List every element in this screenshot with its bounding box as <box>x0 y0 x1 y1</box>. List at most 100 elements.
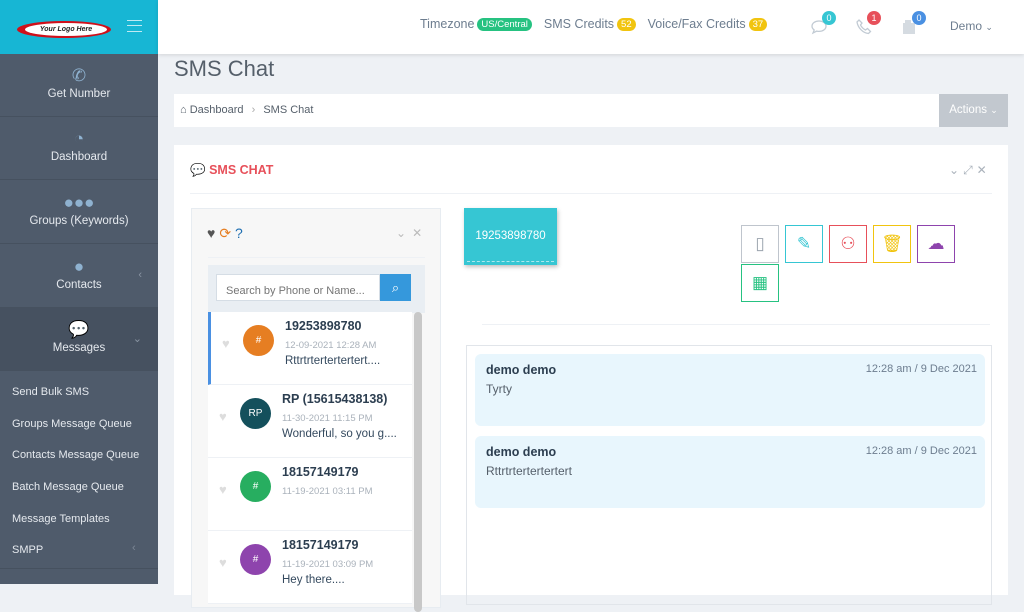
conversation-preview: Wonderful, so you g.... <box>282 428 397 440</box>
actions-label: Actions <box>949 104 987 116</box>
close-icon[interactable]: ✕ <box>412 226 429 240</box>
conversation-preview: Hey there.... <box>282 574 345 586</box>
heart-icon[interactable]: ♥ <box>219 409 227 424</box>
submenu-groups-message-queue[interactable]: Groups Message Queue <box>12 418 132 430</box>
contact-book-button[interactable]: ▯ <box>741 225 779 263</box>
user-icon: ● <box>73 257 85 276</box>
message-text: Tyrty <box>486 382 512 396</box>
search-bar: ⌕ <box>208 265 425 313</box>
chevron-down-icon: ⌄ <box>985 22 993 32</box>
conversation-item[interactable]: ♥ #18157149179 11-19-2021 03:11 PM <box>208 458 412 531</box>
sms-credits: SMS Credits 52 <box>544 17 636 31</box>
scrollbar[interactable] <box>414 312 422 612</box>
sidebar-item-groups[interactable]: ●●● Groups (Keywords) <box>0 181 158 244</box>
collapse-icon[interactable]: ⌄ <box>396 226 413 240</box>
heart-icon[interactable]: ♥ <box>222 336 230 351</box>
submenu-smpp[interactable]: SMPP <box>12 544 44 556</box>
conversation-item[interactable]: ♥ RP RP (15615438138) 11-30-2021 11:15 PM Wo… <box>208 385 412 458</box>
heart-icon[interactable]: ♥ <box>219 482 227 497</box>
sidebar-item-messages[interactable]: 💬 Messages ⌄ <box>0 308 158 371</box>
calendar-icon: ▦ <box>751 273 769 292</box>
remove-contact-button[interactable]: ⚇ <box>829 225 867 263</box>
page-title: SMS Chat <box>174 56 275 81</box>
help-icon[interactable]: ? <box>235 225 247 241</box>
conversation-name: 18157149179 <box>282 465 359 479</box>
menu-toggle-icon[interactable] <box>127 20 142 32</box>
delete-button[interactable]: 🗑︎ <box>873 225 911 263</box>
schedule-button[interactable]: ▦ <box>741 264 779 302</box>
sidebar-item-label: Get Number <box>47 88 111 100</box>
sidebar-item-get-number[interactable]: ✆ Get Number <box>0 54 158 117</box>
search-button[interactable]: ⌕ <box>380 274 411 301</box>
voice-credits-label: Voice/Fax Credits <box>647 17 746 31</box>
logo-area: Your Logo Here <box>0 0 158 54</box>
edit-button[interactable]: ✎ <box>785 225 823 263</box>
avatar: # <box>240 544 271 575</box>
divider <box>190 193 992 194</box>
phone-icon: ✆ <box>71 66 87 85</box>
conversation-date: 12-09-2021 12:28 AM <box>285 340 377 351</box>
phone-icon <box>856 19 872 35</box>
panel-tools: ♥⟳? <box>207 225 247 242</box>
sidebar-item-label: Dashboard <box>50 151 108 163</box>
messages-count: 0 <box>822 11 836 25</box>
panel-controls: ⌄✕ <box>396 226 428 240</box>
actions-button[interactable]: Actions ⌄ <box>939 94 1008 127</box>
active-phone-tag: 19253898780 <box>464 208 557 265</box>
sidebar-item-contacts[interactable]: ● Contacts ‹ <box>0 245 158 308</box>
timezone-badge[interactable]: US/Central <box>477 18 532 31</box>
message-time: 12:28 am / 9 Dec 2021 <box>865 445 977 457</box>
conversation-item[interactable]: ♥ #19253898780 12-09-2021 12:28 AM Rttrtrte… <box>208 312 412 385</box>
submenu-contacts-message-queue[interactable]: Contacts Message Queue <box>12 449 140 461</box>
heart-icon[interactable]: ♥ <box>219 555 227 570</box>
conversation-name: 18157149179 <box>282 538 359 552</box>
message-thread: demo demo 12:28 am / 9 Dec 2021 Tyrty demo… <box>466 345 992 605</box>
logo[interactable]: Your Logo Here <box>17 21 111 38</box>
collapse-icon[interactable]: ⌄ <box>949 163 964 177</box>
avatar: RP <box>240 398 271 429</box>
breadcrumb: ⌂ Dashboard › SMS Chat <box>174 94 1008 127</box>
calls-notification[interactable]: 1 <box>855 11 885 40</box>
conversation-name: 19253898780 <box>285 319 362 333</box>
sms-credits-badge: 52 <box>617 18 636 31</box>
conversation-item[interactable]: ♥ #18157149179 11-19-2021 03:09 PM Hey ther… <box>208 531 412 604</box>
voice-credits-badge: 37 <box>748 18 768 31</box>
conversation-name: RP (15615438138) <box>282 392 388 406</box>
submenu-send-bulk-sms[interactable]: Send Bulk SMS <box>12 386 90 398</box>
timezone: Timezone US/Central <box>420 17 532 31</box>
portlet-title-text: SMS CHAT <box>209 163 274 177</box>
heart-icon[interactable]: ♥ <box>207 225 220 241</box>
portlet-tools: ⌄⤢✕ <box>949 163 991 178</box>
edit-icon: ✎ <box>796 234 812 253</box>
fax-notification[interactable]: 0 <box>900 11 930 40</box>
chevron-left-icon: ‹ <box>138 269 142 281</box>
calls-count: 1 <box>867 11 881 25</box>
message-bubble: demo demo 12:28 am / 9 Dec 2021 Rttrtrtert… <box>475 436 985 508</box>
sidebar: Your Logo Here ✆ Get Number ◔ Dashboard ●●… <box>0 0 158 584</box>
user-menu[interactable]: Demo ⌄ <box>950 19 993 33</box>
divider <box>208 257 425 258</box>
chevron-down-icon: ⌄ <box>132 333 142 345</box>
fullscreen-icon[interactable]: ⤢ <box>963 163 977 177</box>
search-input[interactable] <box>216 274 380 301</box>
voice-credits: Voice/Fax Credits 37 <box>648 17 768 31</box>
notebook-icon: ▯ <box>755 234 765 253</box>
timezone-label: Timezone <box>420 17 475 31</box>
sms-chat-portlet: 💬 SMS CHAT ⌄⤢✕ ♥⟳? ⌄✕ ⌕ ♥#1925389878012-… <box>174 145 1008 612</box>
trash-icon: 🗑︎ <box>881 234 903 253</box>
message-bubble: demo demo 12:28 am / 9 Dec 2021 Tyrty <box>475 354 985 426</box>
submenu-message-templates[interactable]: Message Templates <box>12 513 110 525</box>
cloud-download-icon: ☁ <box>927 234 945 253</box>
chevron-left-icon: ‹ <box>132 542 136 554</box>
download-button[interactable]: ☁ <box>917 225 955 263</box>
conversation-preview: Rttrtrtertertertert.... <box>285 355 381 367</box>
breadcrumb-dashboard[interactable]: Dashboard <box>189 104 244 116</box>
divider <box>0 568 158 569</box>
submenu-batch-message-queue[interactable]: Batch Message Queue <box>12 481 124 493</box>
close-icon[interactable]: ✕ <box>976 163 991 177</box>
sidebar-item-dashboard[interactable]: ◔ Dashboard <box>0 117 158 180</box>
refresh-icon[interactable]: ⟳ <box>219 225 236 241</box>
message-sender: demo demo <box>486 445 557 459</box>
messages-notification[interactable]: 0 <box>810 11 840 40</box>
